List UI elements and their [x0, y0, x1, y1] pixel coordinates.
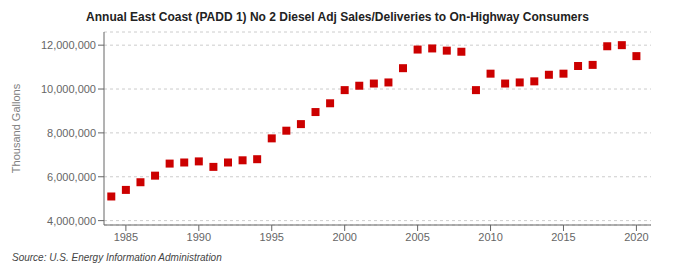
svg-text:2000: 2000: [332, 231, 356, 243]
svg-text:6,000,000: 6,000,000: [47, 171, 96, 183]
svg-text:Thousand Gallons: Thousand Gallons: [10, 83, 22, 173]
svg-text:2005: 2005: [405, 231, 429, 243]
html-text:Source: U.S. Energy Informatio: Source: U.S. Energy Information Administ…: [12, 252, 222, 263]
svg-text:1985: 1985: [114, 231, 138, 243]
svg-text:2020: 2020: [624, 231, 648, 243]
svg-text:12,000,000: 12,000,000: [41, 39, 96, 51]
svg-text:2015: 2015: [551, 231, 575, 243]
svg-text:4,000,000: 4,000,000: [47, 215, 96, 227]
svg-text:10,000,000: 10,000,000: [41, 83, 96, 95]
svg-text:2010: 2010: [478, 231, 502, 243]
svg-text:1995: 1995: [260, 231, 284, 243]
html-text:Annual East Coast (PADD 1) No: Annual East Coast (PADD 1) No 2 Diesel A…: [86, 10, 589, 24]
svg-text:1990: 1990: [187, 231, 211, 243]
svg-text:8,000,000: 8,000,000: [47, 127, 96, 139]
